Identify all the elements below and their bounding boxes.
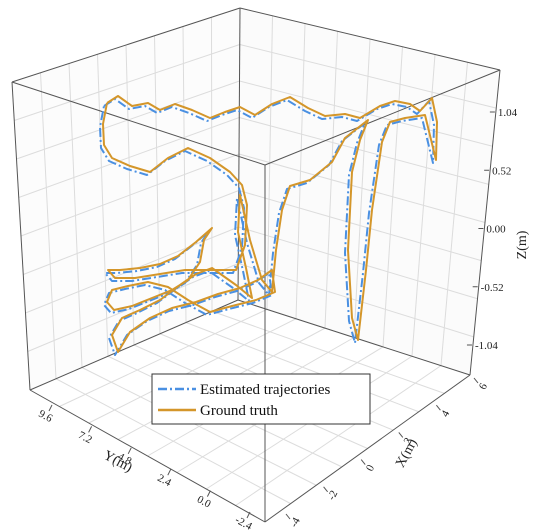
grid-line xyxy=(238,190,482,262)
back-wall xyxy=(238,8,500,375)
y-tick-label: 4.8 xyxy=(116,451,134,468)
y-tick-label: 2.4 xyxy=(155,472,173,489)
z-tick-label: 0.00 xyxy=(486,224,506,236)
y-tick-mark xyxy=(48,404,53,412)
y-tick-label: 9.6 xyxy=(37,408,55,425)
plot-box-walls xyxy=(12,8,500,390)
legend-box xyxy=(151,373,371,425)
grid-line xyxy=(20,153,240,237)
z-tick-label: -1.04 xyxy=(475,340,498,352)
y-tick-mark xyxy=(127,447,132,455)
x-tick-mark xyxy=(398,432,404,438)
grid-line xyxy=(440,62,468,366)
grid-line xyxy=(235,365,442,506)
x-tick-mark xyxy=(323,486,328,493)
x-tick-label: -4 xyxy=(288,515,303,529)
x-tick-label: 4 xyxy=(439,408,452,419)
box-edge xyxy=(11,81,266,166)
y-axis-label: Y(m) xyxy=(101,448,135,476)
z-axis-label: Z(m) xyxy=(515,230,530,259)
x-tick-label: -2 xyxy=(326,489,341,503)
left-wall xyxy=(12,8,240,390)
x-axis-label: X(m) xyxy=(393,436,421,470)
y-tick-mark xyxy=(167,468,172,476)
box-edge xyxy=(239,7,501,71)
x-tick-mark xyxy=(285,513,291,520)
z-tick-label: -0.52 xyxy=(481,282,504,294)
z-axis-ticks: 1.04 0.52 0.00 -0.52 -1.04 xyxy=(466,107,518,352)
grid-line xyxy=(81,367,317,486)
grid-line xyxy=(238,153,486,223)
z-tick-label: 0.52 xyxy=(492,165,511,177)
y-tick-label: 7.2 xyxy=(76,429,94,446)
grid-line xyxy=(182,26,187,323)
plot-box-edges xyxy=(11,7,501,523)
grid-line xyxy=(27,263,239,352)
y-tick-mark xyxy=(246,511,251,519)
series-ground-truth xyxy=(102,95,438,353)
grid-line xyxy=(238,263,474,338)
x-tick-label: 6 xyxy=(477,381,490,392)
legend-label-ground-truth: Ground truth xyxy=(200,403,278,419)
x-tick-label: 0 xyxy=(364,463,377,474)
x-tick-label: 2 xyxy=(402,436,415,446)
grid-line xyxy=(55,378,291,505)
box-edge xyxy=(11,81,31,391)
legend: Estimated trajectories Ground truth xyxy=(151,373,371,425)
trajectories xyxy=(99,95,438,356)
grid-line xyxy=(211,17,213,312)
x-tick-mark xyxy=(436,404,441,411)
series-estimated-trajectories xyxy=(99,98,435,356)
x-tick-mark xyxy=(473,377,479,384)
grid-line xyxy=(411,54,436,357)
box-edge xyxy=(469,69,501,376)
grid-line xyxy=(23,190,239,275)
legend-label-estimated: Estimated trajectories xyxy=(200,382,331,398)
grid-line xyxy=(382,46,403,347)
y-tick-mark xyxy=(206,490,211,497)
box-edge xyxy=(11,7,241,83)
y-tick-mark xyxy=(88,426,93,433)
y-tick-label: 0.0 xyxy=(195,493,213,510)
y-axis-ticks: 9.6 7.2 4.8 2.4 0.0 -2.4 xyxy=(37,404,254,531)
box-edge xyxy=(29,299,239,391)
box-edge xyxy=(264,374,471,523)
y-tick-label: -2.4 xyxy=(233,514,254,531)
box-edge xyxy=(264,69,501,166)
z-tick-label: 1.04 xyxy=(498,107,518,119)
box-edge xyxy=(29,389,266,523)
x-tick-mark xyxy=(360,459,366,465)
